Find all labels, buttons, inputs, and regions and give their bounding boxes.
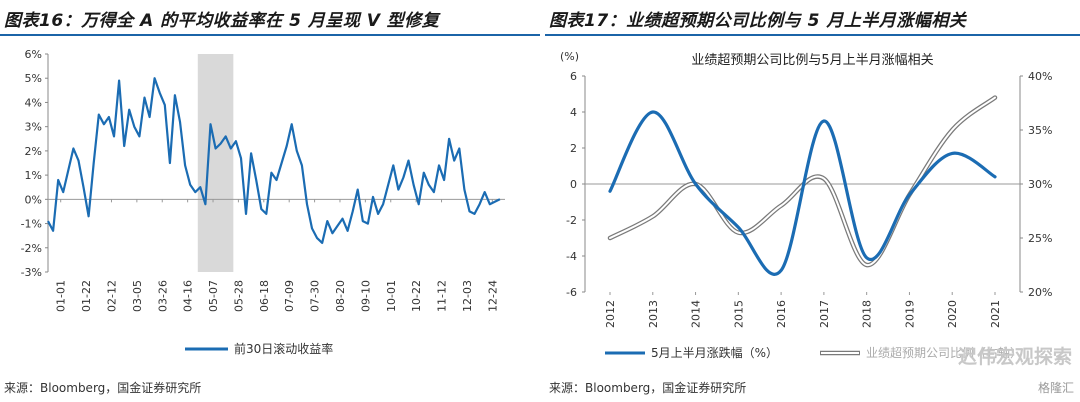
- x-tick-label: 03-05: [131, 280, 144, 312]
- shaded-region: [197, 54, 234, 272]
- x-tick-label: 09-10: [359, 280, 372, 312]
- y-tick-label: 4%: [25, 96, 42, 109]
- figure-17-chart: 业绩超预期公司比例与5月上半月涨幅相关 (%) -6 -4 -2 0 2 4 6 20% 25% 30…: [560, 50, 1053, 360]
- legend-label-may-return: 5月上半月涨跌幅（%）: [651, 345, 778, 360]
- figure-16: 图表16：万得全 A 的平均收益率在 5 月呈现 V 型修复 -3% -2% -1%…: [0, 11, 540, 395]
- x-tick-label: 10-01: [385, 280, 398, 312]
- y-tick-label: 3%: [25, 121, 42, 134]
- left-tick-label: 4: [570, 106, 577, 119]
- y-tick-label: 5%: [25, 72, 42, 85]
- x-tick-label: 02-12: [105, 280, 118, 312]
- series-line-may-return: [608, 110, 997, 276]
- figure-16-rule: [0, 34, 540, 36]
- figure-17-title: 图表17：业绩超预期公司比例与 5 月上半月涨幅相关: [549, 11, 967, 31]
- figure-16-source: 来源：Bloomberg，国金证券研究所: [4, 381, 202, 395]
- y-tick-label: -1%: [21, 218, 42, 231]
- left-tick-label: 0: [570, 178, 577, 191]
- right-tick-label: 35%: [1028, 124, 1052, 137]
- x-tick-label: 2014: [690, 300, 703, 328]
- x-tick-label: 01-01: [55, 280, 68, 312]
- x-tick-label: 2012: [604, 300, 617, 328]
- left-axis-unit: (%): [560, 50, 579, 63]
- figure-17-source: 来源：Bloomberg，国金证券研究所: [549, 381, 747, 395]
- y-tick-label: 2%: [25, 145, 42, 158]
- x-tick-label: 07-30: [309, 280, 322, 312]
- y-tick-label: 6%: [25, 48, 42, 61]
- x-tick-label: 07-09: [283, 280, 296, 312]
- x-tick-label: 05-07: [207, 280, 220, 312]
- x-tick-label: 06-18: [258, 280, 271, 312]
- legend-label: 前30日滚动收益率: [234, 341, 333, 356]
- brand-logo-text: 格隆汇: [1037, 381, 1074, 395]
- x-tick-label: 08-20: [334, 280, 347, 312]
- left-tick-label: -6: [566, 286, 577, 299]
- figure-17: 图表17：业绩超预期公司比例与 5 月上半月涨幅相关 业绩超预期公司比例与5月上…: [545, 0, 1080, 402]
- figure-17-rule: [545, 34, 1080, 36]
- x-tick-label: 2018: [861, 300, 874, 328]
- y-tick-label: -3%: [21, 266, 42, 279]
- y-tick-label: 0%: [25, 193, 42, 206]
- x-tick-label: 2017: [818, 300, 831, 328]
- x-tick-label: 2016: [775, 300, 788, 328]
- left-tick-label: 6: [570, 70, 577, 83]
- x-tick-label: 12-03: [461, 280, 474, 312]
- series-line-beat-ratio-outline: [607, 95, 998, 268]
- y-tick-label: -2%: [21, 242, 42, 255]
- x-tick-label: 2015: [732, 300, 745, 328]
- x-tick-label: 2020: [946, 300, 959, 328]
- left-tick-label: -4: [566, 250, 577, 263]
- right-tick-label: 40%: [1028, 70, 1052, 83]
- chart-title: 业绩超预期公司比例与5月上半月涨幅相关: [691, 53, 933, 68]
- x-tick-label: 01-22: [80, 280, 93, 312]
- y-tick-label: 1%: [25, 169, 42, 182]
- left-tick-label: 2: [570, 142, 577, 155]
- right-tick-label: 20%: [1028, 286, 1052, 299]
- x-tick-label: 2013: [647, 300, 660, 328]
- x-tick-label: 05-28: [232, 280, 245, 312]
- x-tick-label: 12-24: [486, 280, 499, 312]
- legend-label-beat-ratio: 业绩超预期公司比例（右轴）: [866, 345, 1022, 360]
- series-line-rolling-return: [47, 77, 501, 244]
- right-tick-label: 30%: [1028, 178, 1052, 191]
- watermark-text: 迟伟宏观探索: [957, 346, 1072, 368]
- series-line-beat-ratio: [609, 96, 996, 266]
- right-tick-label: 25%: [1028, 232, 1052, 245]
- x-tick-label: 10-22: [410, 280, 423, 312]
- x-tick-label: 04-16: [182, 280, 195, 312]
- left-tick-label: -2: [566, 214, 577, 227]
- x-tick-label: 2021: [989, 300, 1002, 328]
- figure-16-title: 图表16：万得全 A 的平均收益率在 5 月呈现 V 型修复: [4, 11, 440, 31]
- figure-16-chart: -3% -2% -1% 0% 1% 2% 3% 4% 5% 6% 01-01 01-22 02-12 03…: [21, 48, 505, 356]
- x-tick-label: 2019: [903, 300, 916, 328]
- x-tick-label: 11-12: [436, 280, 449, 312]
- x-tick-label: 03-26: [156, 280, 169, 312]
